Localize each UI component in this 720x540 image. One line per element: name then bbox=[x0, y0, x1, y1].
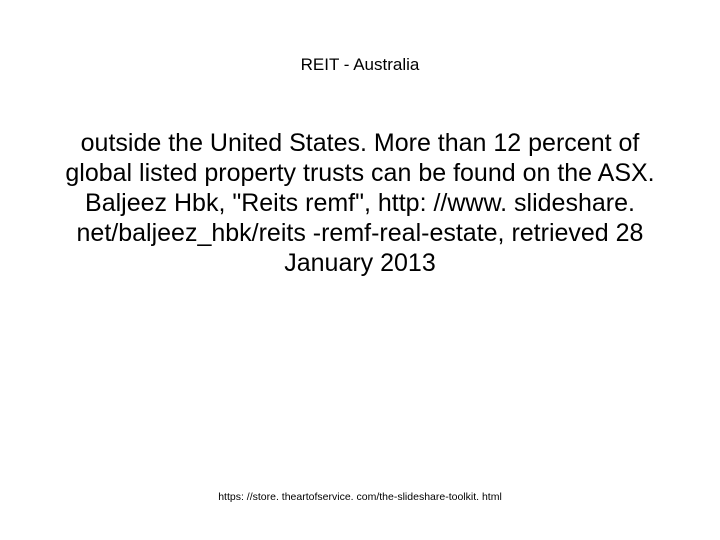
slide-title: REIT - Australia bbox=[0, 55, 720, 75]
slide-body-text: outside the United States. More than 12 … bbox=[52, 128, 668, 278]
footer-url: https: //store. theartofservice. com/the… bbox=[0, 491, 720, 503]
slide-container: REIT - Australia outside the United Stat… bbox=[0, 0, 720, 540]
